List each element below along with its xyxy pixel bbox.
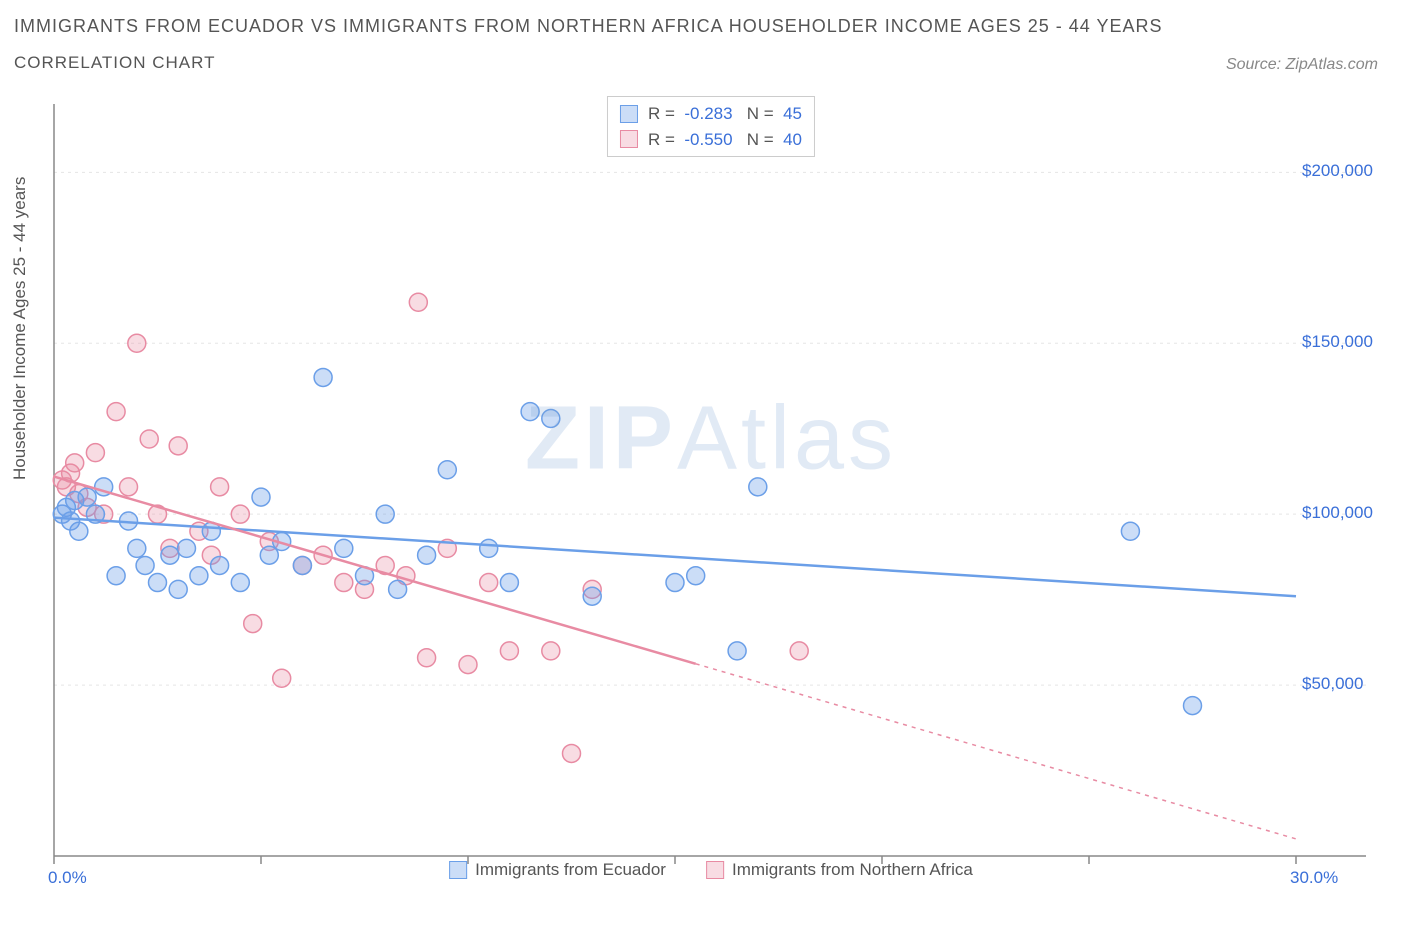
legend-series: Immigrants from Ecuador Immigrants from N… — [449, 860, 973, 880]
legend-stat-row: R = -0.283 N = 45 — [620, 101, 802, 127]
x-tick-label: 0.0% — [48, 868, 87, 888]
legend-stats: R = -0.283 N = 45R = -0.550 N = 40 — [607, 96, 815, 157]
x-tick-label: 30.0% — [1290, 868, 1338, 888]
legend-series-item: Immigrants from Ecuador — [449, 860, 666, 880]
y-axis-label: Householder Income Ages 25 - 44 years — [10, 177, 30, 480]
legend-series-item: Immigrants from Northern Africa — [706, 860, 973, 880]
scatter-chart — [46, 96, 1376, 876]
chart-title: Immigrants from Ecuador vs Immigrants fr… — [14, 14, 1386, 39]
title-block: Immigrants from Ecuador vs Immigrants fr… — [14, 14, 1386, 73]
legend-stat-text: R = -0.283 N = 45 — [648, 101, 802, 127]
legend-swatch — [620, 130, 638, 148]
y-tick-label: $100,000 — [1302, 503, 1373, 523]
legend-stat-row: R = -0.550 N = 40 — [620, 127, 802, 153]
legend-swatch — [620, 105, 638, 123]
y-tick-label: $50,000 — [1302, 674, 1363, 694]
y-tick-label: $200,000 — [1302, 161, 1373, 181]
chart-container: ZIPAtlas R = -0.283 N = 45R = -0.550 N =… — [46, 96, 1376, 876]
legend-series-label: Immigrants from Northern Africa — [732, 860, 973, 880]
legend-stat-text: R = -0.550 N = 40 — [648, 127, 802, 153]
legend-series-label: Immigrants from Ecuador — [475, 860, 666, 880]
legend-swatch — [449, 861, 467, 879]
chart-subtitle: Correlation Chart — [14, 53, 1386, 73]
legend-swatch — [706, 861, 724, 879]
source-attribution: Source: ZipAtlas.com — [1226, 56, 1378, 74]
y-tick-label: $150,000 — [1302, 332, 1373, 352]
